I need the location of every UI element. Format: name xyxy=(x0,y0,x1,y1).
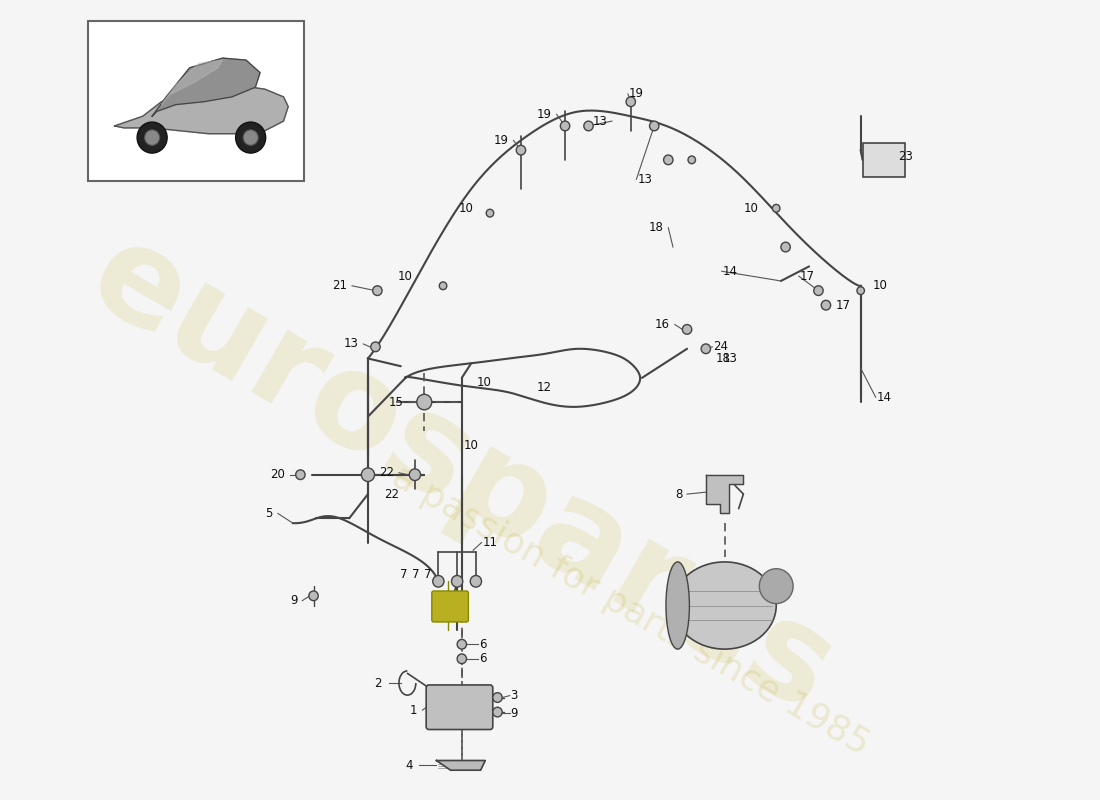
Text: 9: 9 xyxy=(510,706,518,719)
Circle shape xyxy=(432,575,444,587)
Text: 13: 13 xyxy=(593,114,607,128)
Circle shape xyxy=(822,300,830,310)
Circle shape xyxy=(857,286,865,294)
Text: 12: 12 xyxy=(537,381,552,394)
Circle shape xyxy=(759,569,793,603)
Polygon shape xyxy=(114,86,288,134)
Circle shape xyxy=(493,707,503,717)
Polygon shape xyxy=(162,60,222,105)
Text: 10: 10 xyxy=(873,279,888,292)
Circle shape xyxy=(373,286,382,295)
Text: 23: 23 xyxy=(899,150,913,163)
Polygon shape xyxy=(437,761,485,770)
Text: 13: 13 xyxy=(343,338,359,350)
Text: 2: 2 xyxy=(374,677,382,690)
Text: 10: 10 xyxy=(744,202,758,214)
Text: a passion for parts since 1985: a passion for parts since 1985 xyxy=(386,459,876,762)
Text: 10: 10 xyxy=(464,439,478,452)
Circle shape xyxy=(649,121,659,130)
Circle shape xyxy=(663,155,673,165)
Circle shape xyxy=(458,639,466,649)
Circle shape xyxy=(296,470,305,479)
Text: 17: 17 xyxy=(835,298,850,312)
Polygon shape xyxy=(706,474,744,514)
Text: eurospares: eurospares xyxy=(68,211,855,738)
Text: 22: 22 xyxy=(379,466,394,479)
Circle shape xyxy=(235,122,266,153)
Circle shape xyxy=(362,468,374,482)
FancyBboxPatch shape xyxy=(426,685,493,730)
Circle shape xyxy=(138,122,167,153)
Circle shape xyxy=(560,121,570,130)
Circle shape xyxy=(458,654,466,664)
Ellipse shape xyxy=(666,562,690,649)
Circle shape xyxy=(439,282,447,290)
Text: 14: 14 xyxy=(877,390,892,404)
Circle shape xyxy=(409,469,420,481)
Text: 16: 16 xyxy=(656,318,670,331)
Text: 17: 17 xyxy=(800,270,815,282)
Circle shape xyxy=(701,344,711,354)
Text: 1: 1 xyxy=(409,704,417,717)
FancyBboxPatch shape xyxy=(432,591,469,622)
Text: 9: 9 xyxy=(290,594,298,607)
Text: 7: 7 xyxy=(412,568,419,581)
Circle shape xyxy=(626,97,636,106)
Text: 19: 19 xyxy=(494,134,508,147)
Circle shape xyxy=(371,342,381,352)
Text: 20: 20 xyxy=(271,468,285,482)
Circle shape xyxy=(493,693,503,702)
Circle shape xyxy=(451,575,463,587)
Bar xyxy=(864,143,905,177)
Text: 22: 22 xyxy=(384,487,399,501)
Text: 3: 3 xyxy=(510,689,518,702)
Text: 13: 13 xyxy=(637,173,652,186)
Text: 7: 7 xyxy=(425,568,432,581)
Text: 4: 4 xyxy=(406,759,412,772)
Text: 8: 8 xyxy=(675,487,682,501)
Circle shape xyxy=(584,121,593,130)
Text: 7: 7 xyxy=(400,568,407,581)
Text: 10: 10 xyxy=(477,376,492,389)
Circle shape xyxy=(471,575,482,587)
Circle shape xyxy=(781,242,790,252)
Text: 10: 10 xyxy=(398,270,412,282)
Text: 18: 18 xyxy=(649,221,663,234)
Text: 18: 18 xyxy=(715,352,730,365)
Text: 13: 13 xyxy=(723,352,738,365)
Text: 14: 14 xyxy=(723,265,738,278)
Text: 11: 11 xyxy=(483,536,497,549)
Circle shape xyxy=(144,130,159,146)
Circle shape xyxy=(417,394,432,410)
Circle shape xyxy=(772,205,780,212)
Text: 6: 6 xyxy=(478,638,486,650)
Text: 19: 19 xyxy=(629,87,644,101)
Text: 21: 21 xyxy=(332,279,348,292)
Text: 6: 6 xyxy=(478,652,486,666)
Circle shape xyxy=(243,130,258,146)
Polygon shape xyxy=(152,58,260,116)
Text: 10: 10 xyxy=(459,202,473,214)
Circle shape xyxy=(309,591,318,601)
Circle shape xyxy=(688,156,695,164)
Circle shape xyxy=(814,286,823,295)
Text: 15: 15 xyxy=(388,395,404,409)
Ellipse shape xyxy=(673,562,777,649)
Circle shape xyxy=(516,146,526,155)
Circle shape xyxy=(682,325,692,334)
Text: 19: 19 xyxy=(537,108,552,121)
Circle shape xyxy=(486,210,494,217)
Bar xyxy=(88,22,305,181)
Text: 5: 5 xyxy=(265,507,272,520)
Text: 24: 24 xyxy=(713,340,728,354)
